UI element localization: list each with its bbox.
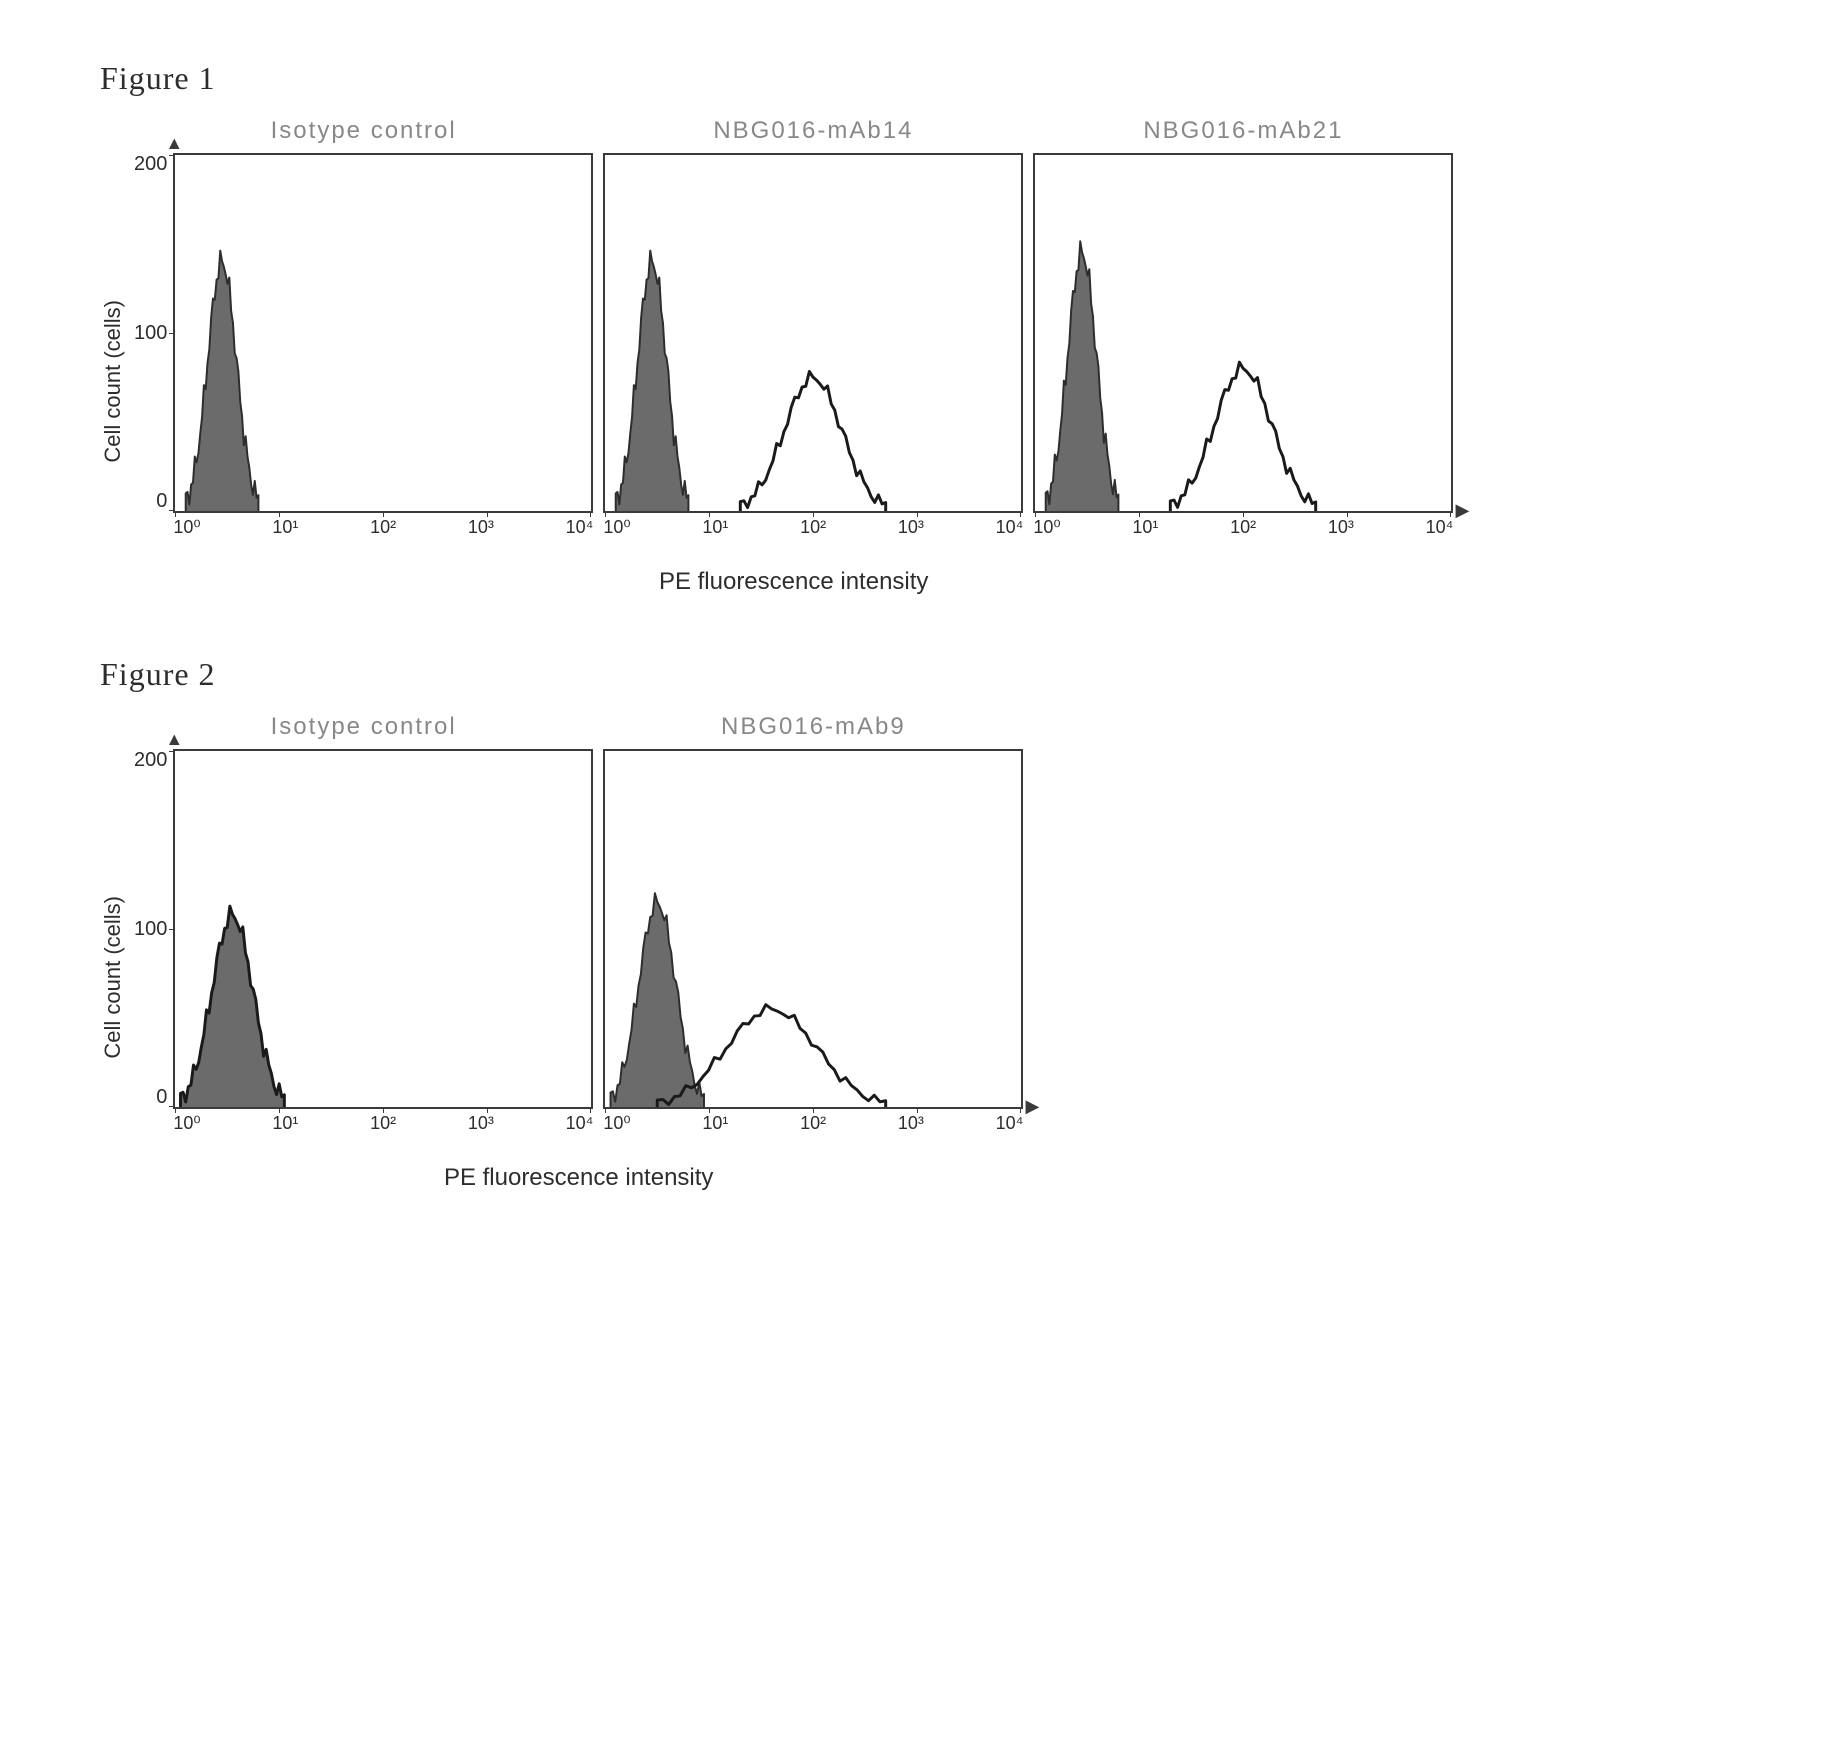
histogram-svg — [605, 155, 1021, 511]
y-ticks: 200 100 0 — [134, 749, 173, 1109]
arrow-up-icon: ▲ — [165, 133, 183, 154]
figure-1-panel-2-title: NBG016-mAb21 — [1143, 117, 1343, 147]
arrow-up-icon: ▲ — [165, 729, 183, 750]
y-tick: 0 — [156, 1086, 167, 1109]
figure-1-panel-1-title: NBG016-mAb14 — [713, 117, 913, 147]
x-tick-marks — [605, 511, 1021, 517]
figure-1-panel-1: NBG016-mAb14 10⁰ 10¹ 10² 10³ — [603, 117, 1023, 538]
figure-1-panels: Isotype control 200 100 0 ▲ — [134, 117, 1453, 538]
x-tick: 10⁴ — [996, 1113, 1024, 1134]
figure-2-panel-1: NBG016-mAb9 ▶ 10⁰ 10¹ 10² — [603, 713, 1023, 1134]
plot-col: ▶ 10⁰ 10¹ 10² 10³ 10⁴ — [603, 749, 1023, 1134]
y-tick: 100 — [134, 322, 167, 345]
x-ticks: 10⁰ 10¹ 10² 10³ 10⁴ — [173, 517, 593, 538]
figure-2-panel-0: Isotype control 200 100 0 ▲ — [134, 713, 593, 1134]
x-tick: 10² — [800, 517, 826, 538]
plot-wrap: ▶ 10⁰ 10¹ 10² 10³ 10⁴ — [603, 749, 1023, 1134]
plot-wrap: 10⁰ 10¹ 10² 10³ 10⁴ — [603, 153, 1023, 538]
plot-wrap: 200 100 0 ▲ 10⁰ — [134, 153, 593, 538]
figure-2-plot-1: ▶ — [603, 749, 1023, 1109]
y-ticks: 200 100 0 — [134, 153, 173, 513]
plot-wrap: 200 100 0 ▲ 10⁰ — [134, 749, 593, 1134]
figure-2: Figure 2 Cell count (cells) Isotype cont… — [100, 656, 1742, 1192]
x-tick: 10³ — [1328, 517, 1354, 538]
figure-1-panel-0-title: Isotype control — [271, 117, 457, 147]
figure-1-y-label: Cell count (cells) — [100, 250, 126, 463]
figure-1-panel-0: Isotype control 200 100 0 ▲ — [134, 117, 593, 538]
x-tick: 10⁰ — [1033, 517, 1060, 538]
figure-1-title: Figure 1 — [100, 60, 1742, 97]
x-tick: 10¹ — [1132, 517, 1158, 538]
x-tick-marks — [1035, 511, 1451, 517]
histogram-svg — [605, 751, 1021, 1107]
figure-2-title: Figure 2 — [100, 656, 1742, 693]
x-tick: 10¹ — [272, 517, 298, 538]
figure-2-panels: Isotype control 200 100 0 ▲ — [134, 713, 1023, 1134]
y-tick: 200 — [134, 153, 167, 176]
x-tick: 10⁰ — [603, 517, 630, 538]
plot-col: ▶ 10⁰ 10¹ 10² 10³ 10⁴ — [1033, 153, 1453, 538]
figure-1-row: Cell count (cells) Isotype control 200 1… — [100, 117, 1742, 596]
figure-2-panel-0-title: Isotype control — [271, 713, 457, 743]
figure-2-plot-0: ▲ — [173, 749, 593, 1109]
x-tick: 10⁰ — [173, 517, 200, 538]
histogram-svg — [1035, 155, 1451, 511]
figure-1-plot-2: ▶ — [1033, 153, 1453, 513]
plot-col: ▲ 10⁰ 10¹ 10² 10³ 10⁴ — [173, 153, 593, 538]
x-tick: 10¹ — [702, 517, 728, 538]
x-tick: 10³ — [468, 517, 494, 538]
figure-2-panels-area: Isotype control 200 100 0 ▲ — [134, 713, 1023, 1192]
arrow-right-icon: ▶ — [1456, 500, 1470, 521]
x-tick: 10⁴ — [1426, 517, 1454, 538]
plot-col: 10⁰ 10¹ 10² 10³ 10⁴ — [603, 153, 1023, 538]
x-tick: 10³ — [468, 1113, 494, 1134]
y-tick: 100 — [134, 918, 167, 941]
y-tick-marks — [169, 751, 175, 1107]
figure-1-plot-1 — [603, 153, 1023, 513]
x-tick: 10¹ — [702, 1113, 728, 1134]
x-tick: 10⁰ — [173, 1113, 200, 1134]
x-tick: 10¹ — [272, 1113, 298, 1134]
y-tick: 0 — [156, 490, 167, 513]
figure-2-panel-1-title: NBG016-mAb9 — [721, 713, 906, 743]
x-tick: 10⁴ — [566, 517, 594, 538]
x-tick-marks — [175, 1107, 591, 1113]
x-tick: 10⁴ — [996, 517, 1024, 538]
histogram-svg — [175, 751, 591, 1107]
figure-1-plot-0: ▲ — [173, 153, 593, 513]
figure-1-x-label: PE fluorescence intensity — [134, 568, 1453, 596]
figure-1-panels-area: Isotype control 200 100 0 ▲ — [134, 117, 1453, 596]
x-tick: 10² — [370, 517, 396, 538]
arrow-right-icon: ▶ — [1026, 1096, 1040, 1117]
x-tick: 10² — [1230, 517, 1256, 538]
x-tick: 10⁴ — [566, 1113, 594, 1134]
x-tick-marks — [605, 1107, 1021, 1113]
y-tick: 200 — [134, 749, 167, 772]
figure-1-panel-2: NBG016-mAb21 ▶ 10⁰ 10¹ 10² — [1033, 117, 1453, 538]
plot-col: ▲ 10⁰ 10¹ 10² 10³ 10⁴ — [173, 749, 593, 1134]
x-tick: 10² — [370, 1113, 396, 1134]
y-tick-marks — [169, 155, 175, 511]
plot-wrap: ▶ 10⁰ 10¹ 10² 10³ 10⁴ — [1033, 153, 1453, 538]
x-ticks: 10⁰ 10¹ 10² 10³ 10⁴ — [603, 1113, 1023, 1134]
x-ticks: 10⁰ 10¹ 10² 10³ 10⁴ — [173, 1113, 593, 1134]
x-tick: 10⁰ — [603, 1113, 630, 1134]
figure-2-y-label: Cell count (cells) — [100, 846, 126, 1059]
figure-1: Figure 1 Cell count (cells) Isotype cont… — [100, 60, 1742, 596]
x-tick: 10³ — [898, 517, 924, 538]
x-ticks: 10⁰ 10¹ 10² 10³ 10⁴ — [1033, 517, 1453, 538]
x-tick: 10³ — [898, 1113, 924, 1134]
figure-2-row: Cell count (cells) Isotype control 200 1… — [100, 713, 1742, 1192]
x-ticks: 10⁰ 10¹ 10² 10³ 10⁴ — [603, 517, 1023, 538]
histogram-svg — [175, 155, 591, 511]
figure-2-x-label: PE fluorescence intensity — [134, 1164, 1023, 1192]
x-tick: 10² — [800, 1113, 826, 1134]
x-tick-marks — [175, 511, 591, 517]
